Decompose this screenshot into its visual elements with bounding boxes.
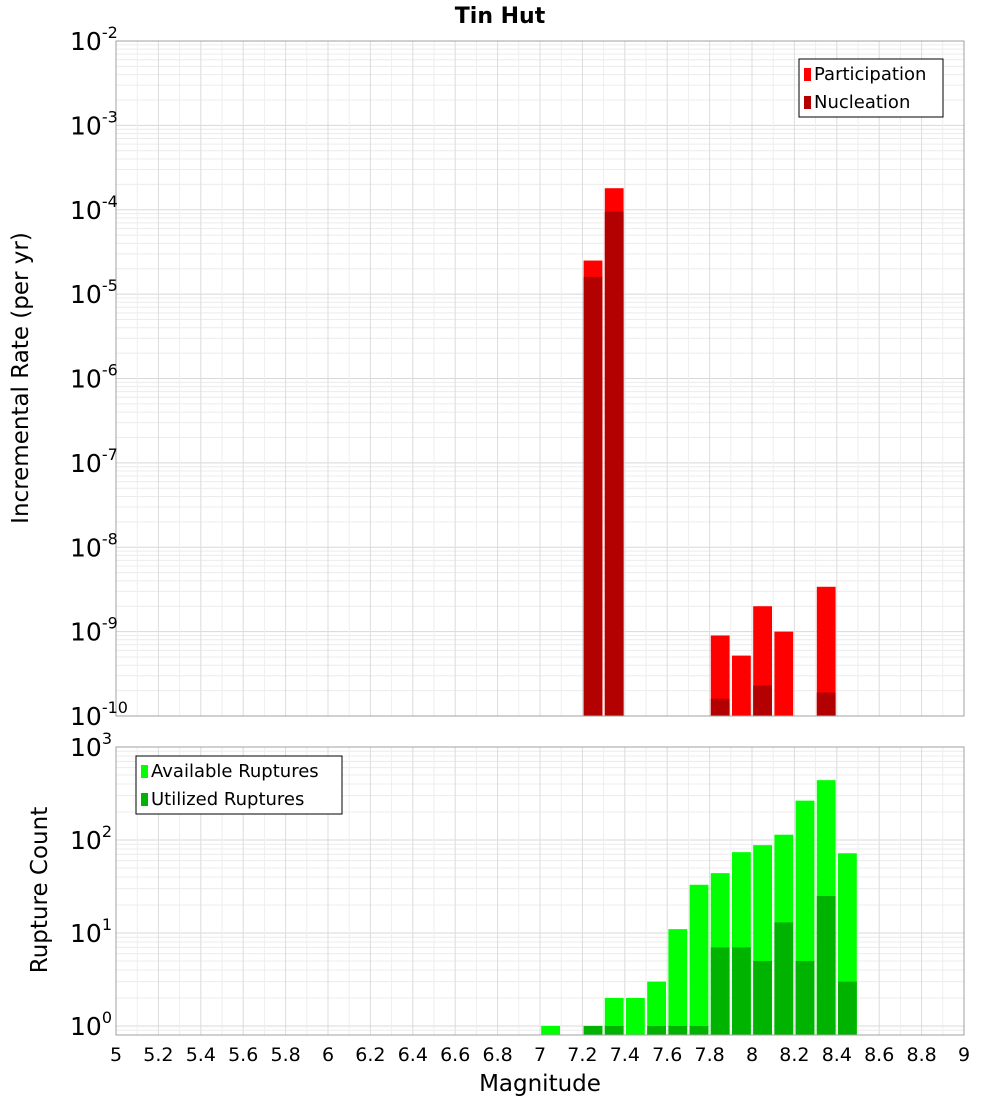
y-tick-label: 10-7 [70,445,118,478]
x-tick-label: 6 [322,1044,334,1066]
bottom-y-axis-label: Rupture Count [27,807,53,973]
bar [604,211,624,716]
bar [774,922,794,1035]
legend: Participation Nucleation [798,58,944,118]
legend-label: Utilized Ruptures [151,789,304,810]
bar [604,1025,624,1035]
y-tick-label: 101 [70,915,112,948]
y-tick-label: 10-6 [70,361,118,394]
x-axis-label: Magnitude [479,1071,601,1097]
x-tick-label: 7 [534,1044,546,1066]
bar [710,947,730,1035]
bar [816,895,836,1035]
y-tick-label: 10-5 [70,276,118,309]
y-tick-label: 100 [70,1008,112,1041]
series-nucleation [583,211,836,716]
bar [689,1025,709,1035]
bar [795,960,815,1035]
legend-box [135,755,343,815]
series-utilized-ruptures [583,895,857,1035]
x-tick-label: 5 [110,1044,122,1066]
bar [604,997,624,1035]
bar [753,685,772,716]
bar [710,698,730,716]
bar [838,981,857,1035]
bar [583,1025,603,1035]
plot-frame [115,40,965,717]
x-tick-label: 7.8 [694,1044,724,1066]
y-tick-label: 10-3 [70,107,118,140]
y-tick-label: 10-9 [70,614,118,647]
plot-frame [115,746,965,1036]
legend-box [798,58,944,118]
panel-rate: 10-10 10-9 10-8 10-7 10-6 10-5 10-4 10-3 10-2 Par… [70,23,965,731]
x-tick-label: 6.2 [355,1044,385,1066]
bar [541,1025,560,1035]
x-tick-label: 8.6 [864,1044,894,1066]
x-tick-label: 8 [746,1044,758,1066]
chart-title: Tin Hut [455,4,546,29]
x-tick-label: 5.4 [186,1044,216,1066]
legend-swatch [804,68,811,81]
legend-label: Nucleation [814,92,910,113]
legend-swatch [804,96,811,109]
y-tick-label: 10-4 [70,192,118,225]
bar [710,635,730,716]
legend-label: Participation [814,64,926,85]
legend-label: Available Ruptures [151,761,319,782]
x-tick-label: 7.6 [652,1044,682,1066]
bar [732,947,751,1035]
legend-swatch [141,793,148,806]
legend-swatch [141,765,148,778]
bar [774,631,794,716]
bar [753,960,772,1035]
x-tick-label: 7.2 [567,1044,597,1066]
x-tick-label: 8.4 [822,1044,852,1066]
bar [732,655,751,716]
bar [647,981,666,1035]
y-tick-label: 10-10 [70,698,128,731]
x-tick-label: 5.6 [228,1044,258,1066]
bar [689,884,709,1035]
y-tick-label: 10-8 [70,529,118,562]
x-tick-label: 5.2 [143,1044,173,1066]
y-tick-label: 103 [70,729,112,762]
bar [626,997,645,1035]
gridlines [115,40,965,717]
x-tick-label: 5.8 [270,1044,300,1066]
bar [668,929,688,1035]
y-tick-labels: 100 101 102 103 [70,729,112,1041]
y-tick-label: 10-2 [70,23,118,56]
x-tick-label: 6.8 [482,1044,512,1066]
chart-panels: 10-10 10-9 10-8 10-7 10-6 10-5 10-4 10-3 10-2 Par… [70,23,970,1066]
y-tick-labels: 10-10 10-9 10-8 10-7 10-6 10-5 10-4 10-3 10-2 [70,23,128,731]
x-tick-labels: 5 5.2 5.4 5.6 5.8 6 6.2 6.4 6.6 6.8 7 7.2 7.4 7.6 7.8 8… [110,1044,970,1066]
bar [668,1025,688,1035]
y-tick-label: 102 [70,822,112,855]
x-tick-label: 8.8 [906,1044,936,1066]
x-tick-label: 8.2 [779,1044,809,1066]
bar [816,692,836,716]
x-tick-label: 6.6 [440,1044,470,1066]
legend: Available Ruptures Utilized Ruptures [135,755,343,815]
bar [647,1025,666,1035]
bar [816,586,836,716]
x-tick-label: 7.4 [610,1044,640,1066]
x-tick-label: 6.4 [398,1044,428,1066]
x-tick-label: 9 [958,1044,970,1066]
top-y-axis-label: Incremental Rate (per yr) [8,232,34,524]
bar [583,276,603,716]
